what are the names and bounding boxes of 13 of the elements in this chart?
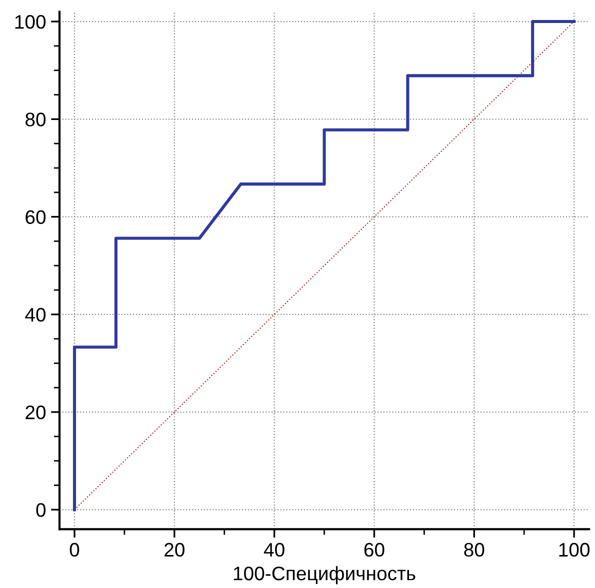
y-tick-label: 80 — [26, 112, 46, 126]
x-tick-label: 20 — [164, 542, 184, 557]
x-tick-label: 40 — [264, 542, 284, 557]
y-tick-label: 40 — [25, 308, 46, 322]
x-tick-label: 60 — [364, 542, 384, 557]
y-tick-label: 20 — [26, 406, 46, 420]
y-tick-label: 0 — [36, 503, 46, 517]
x-tick-label: 80 — [464, 542, 484, 557]
y-tick-label: 100 — [15, 14, 46, 29]
x-tick-label: 100 — [559, 542, 590, 557]
x-tick-label: 0 — [70, 542, 80, 557]
x-axis-title: 100-Специфичность — [234, 566, 416, 584]
y-tick-label: 60 — [26, 210, 46, 224]
